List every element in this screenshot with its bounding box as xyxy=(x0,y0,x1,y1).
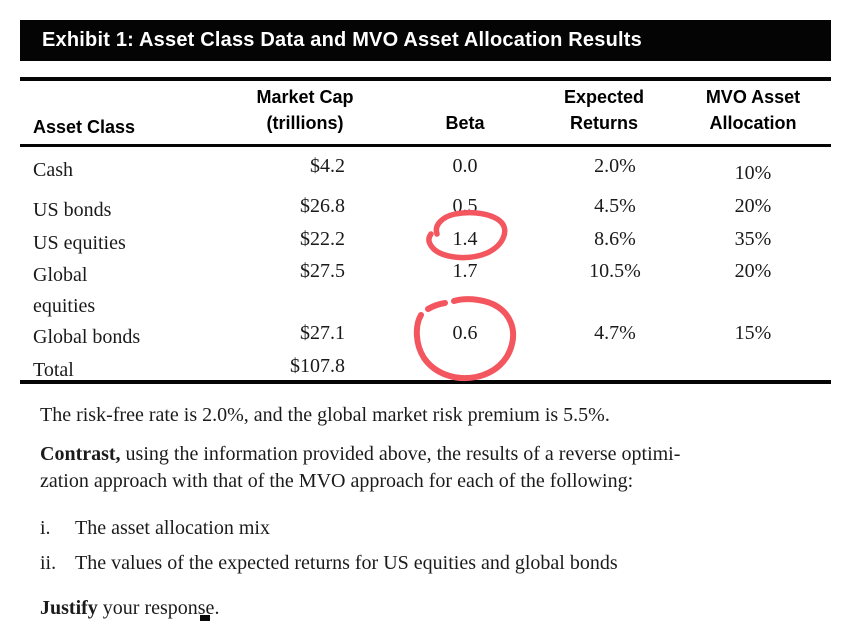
cell-market-cap: $27.1 xyxy=(300,322,345,344)
cell-asset-class: US equities xyxy=(33,232,126,254)
list-item-text: The asset allocation mix xyxy=(75,517,270,539)
cell-expected-return: 10.5% xyxy=(589,260,641,282)
cell-market-cap: $26.8 xyxy=(300,195,345,217)
list-item: i. The asset allocation mix xyxy=(40,515,835,542)
cell-expected-return: 4.7% xyxy=(594,322,636,344)
table-row: Cash $4.2 0.0 2.0% 10% xyxy=(20,147,831,187)
table-row: US equities $22.2 1.4 8.6% 35% xyxy=(20,220,831,254)
cell-mvo-allocation xyxy=(675,347,831,355)
cell-expected-return: 2.0% xyxy=(594,155,636,177)
cell-beta-circled: 0.6 xyxy=(452,322,478,344)
cell-expected-return xyxy=(555,347,675,355)
header-asset-class: Asset Class xyxy=(33,117,136,137)
cell-asset-class: Global bonds xyxy=(33,326,141,348)
table-header-rule xyxy=(20,144,831,147)
cell-beta: 0.5 xyxy=(452,195,478,217)
header-beta: Beta xyxy=(445,113,485,133)
exhibit-title-bar: Exhibit 1: Asset Class Data and MVO Asse… xyxy=(20,20,831,61)
risk-free-rate-line: The risk-free rate is 2.0%, and the glob… xyxy=(40,404,610,426)
cell-asset-class: Global equities xyxy=(33,264,96,317)
cell-mvo-allocation: 10% xyxy=(734,162,772,184)
table-top-rule xyxy=(20,77,831,81)
cell-beta-circled: 1.4 xyxy=(452,228,478,250)
table-row: Global bonds $27.1 0.6 4.7% 15% xyxy=(20,314,831,348)
justify-keyword: Justify xyxy=(40,597,98,619)
header-market-cap: Market Cap (trillions) xyxy=(256,87,354,133)
list-marker: i. xyxy=(40,517,51,539)
justify-instruction: Justify your response. xyxy=(40,597,220,619)
cell-mvo-allocation: 20% xyxy=(734,195,772,217)
table-header-row: Asset Class Market Cap (trillions) Beta … xyxy=(20,81,831,144)
list-marker: ii. xyxy=(40,552,57,574)
cell-market-cap: $27.5 xyxy=(300,260,345,282)
cell-mvo-allocation: 15% xyxy=(734,322,772,344)
contrast-instruction: Contrast, using the information provided… xyxy=(40,443,681,492)
table-bottom-rule xyxy=(20,380,831,384)
cell-beta: 0.0 xyxy=(452,155,478,177)
cell-market-cap: $22.2 xyxy=(300,228,345,250)
cell-market-cap: $107.8 xyxy=(290,355,345,377)
question-text-block: The risk-free rate is 2.0%, and the glob… xyxy=(40,402,835,622)
list-item-text: The values of the expected returns for U… xyxy=(75,552,618,574)
cell-beta: 1.7 xyxy=(452,260,478,282)
cell-asset-class: Cash xyxy=(33,159,73,181)
cell-mvo-allocation: 35% xyxy=(734,228,772,250)
header-expected-returns: Expected Returns xyxy=(563,87,645,133)
table-row-total: Total $107.8 xyxy=(20,347,831,381)
cell-asset-class: US bonds xyxy=(33,199,112,221)
question-list: i. The asset allocation mix ii. The valu… xyxy=(40,515,835,577)
table-row: Global equities $27.5 1.7 10.5% 20% xyxy=(20,252,831,317)
header-mvo-allocation: MVO Asset Allocation xyxy=(705,87,801,133)
cutoff-content-fragment xyxy=(200,615,210,621)
asset-class-table: Asset Class Market Cap (trillions) Beta … xyxy=(20,77,831,384)
cell-expected-return: 8.6% xyxy=(594,228,636,250)
contrast-keyword: Contrast, xyxy=(40,443,121,465)
list-item: ii. The values of the expected returns f… xyxy=(40,550,835,577)
cell-beta xyxy=(375,347,555,355)
cell-market-cap: $4.2 xyxy=(310,155,345,177)
exhibit-title: Exhibit 1: Asset Class Data and MVO Asse… xyxy=(42,29,642,51)
cell-expected-return: 4.5% xyxy=(594,195,636,217)
cell-mvo-allocation: 20% xyxy=(734,260,772,282)
table-row: US bonds $26.8 0.5 4.5% 20% xyxy=(20,187,831,221)
cell-asset-class: Total xyxy=(33,359,74,381)
